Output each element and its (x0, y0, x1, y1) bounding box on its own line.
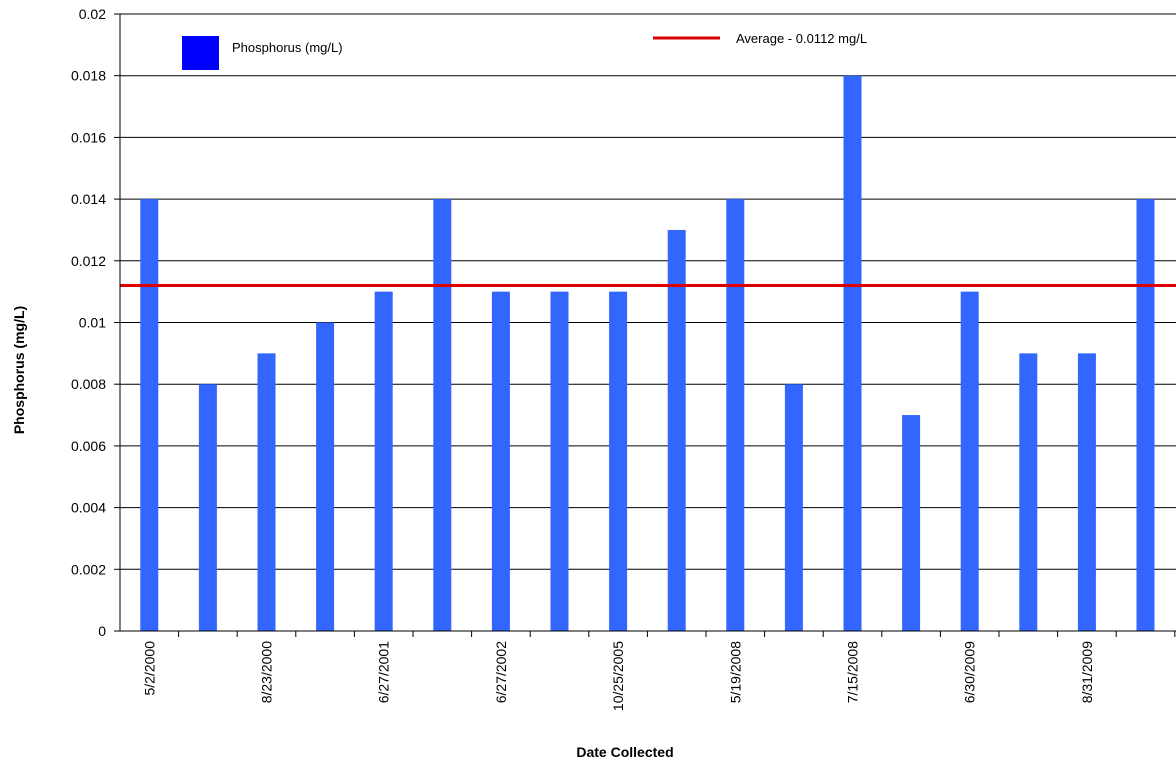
bar (550, 291, 569, 631)
y-tick-label: 0.012 (71, 253, 106, 269)
bar (198, 384, 217, 631)
x-tick-label: 7/15/2008 (845, 641, 861, 703)
bar (433, 199, 452, 631)
bar (140, 199, 159, 631)
x-axis-title: Date Collected (576, 744, 673, 760)
legend-swatch-phosphorus (182, 36, 219, 70)
y-tick-label: 0.01 (79, 315, 106, 331)
legend-label-phosphorus: Phosphorus (mg/L) (232, 40, 343, 55)
bar (1019, 353, 1038, 631)
legend-label-average: Average - 0.0112 mg/L (736, 31, 867, 46)
x-tick-label: 6/27/2001 (376, 641, 392, 703)
bar (1136, 199, 1155, 631)
y-tick-label: 0.016 (71, 129, 106, 145)
x-tick-label: 6/27/2002 (493, 641, 509, 703)
y-tick-label: 0.02 (79, 6, 106, 22)
bar (726, 199, 745, 631)
gridlines (120, 13, 1176, 570)
x-tick-label: 8/31/2009 (1079, 641, 1095, 703)
y-tick-label: 0.008 (71, 376, 106, 392)
y-axis-title: Phosphorus (mg/L) (11, 306, 27, 434)
y-tick-label: 0.002 (71, 561, 106, 577)
bar (960, 291, 979, 631)
bar (609, 291, 628, 631)
y-tick-label: 0.006 (71, 438, 106, 454)
bar (902, 415, 921, 631)
bar (1077, 353, 1096, 631)
x-tick-label: 5/2/2000 (141, 641, 157, 696)
y-tick-label: 0 (98, 623, 106, 639)
bar (784, 384, 803, 631)
x-tick-label: 5/19/2008 (727, 641, 743, 703)
x-tick-label: 10/25/2005 (610, 641, 626, 711)
y-tick-label: 0.004 (71, 500, 106, 516)
bar (491, 291, 510, 631)
bar (374, 291, 393, 631)
bar (316, 322, 335, 631)
bars (140, 75, 1155, 631)
bar (843, 75, 862, 631)
legend: Phosphorus (mg/L) Average - 0.0112 mg/L (182, 31, 867, 70)
y-tick-label: 0.014 (71, 191, 106, 207)
x-tick-label: 8/23/2000 (259, 641, 275, 703)
bar (667, 229, 686, 631)
axes: 0 0.002 0.004 0.006 0.008 0.01 0.012 0.014 0.016… (71, 6, 1176, 711)
y-tick-label: 0.018 (71, 68, 106, 84)
x-tick-label: 6/30/2009 (962, 641, 978, 703)
bar (257, 353, 276, 631)
